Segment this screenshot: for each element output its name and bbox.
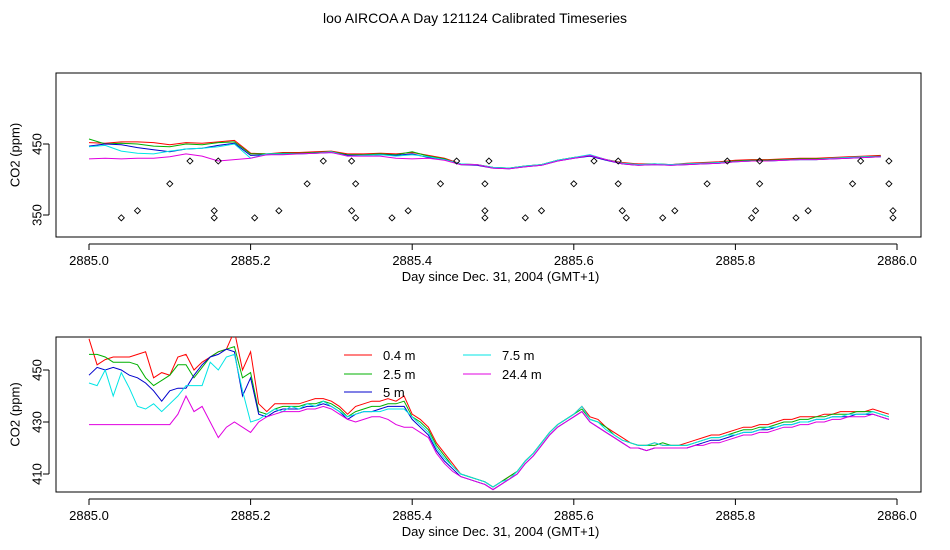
- diagnostic-point: [857, 157, 865, 165]
- diagnostic-point: [848, 180, 857, 188]
- x-tick-label: 2885.0: [69, 508, 109, 523]
- diagnostic-point: [210, 207, 218, 215]
- plot-frame: [55, 336, 922, 493]
- diagnostic-point: [618, 207, 626, 215]
- series-line-0-4-m: [88, 139, 881, 169]
- diagnostic-point: [453, 157, 461, 165]
- x-tick-label: 2885.0: [69, 253, 109, 268]
- x-tick-label: 2885.6: [554, 508, 594, 523]
- diagnostic-point: [214, 157, 222, 165]
- diagnostic-point: [751, 207, 760, 215]
- diagnostic-point: [889, 214, 897, 222]
- x-tick-label: 2885.6: [554, 253, 594, 268]
- legend-label: 0.4 m: [383, 348, 416, 363]
- diagnostic-point: [747, 214, 756, 222]
- diagnostic-point: [347, 207, 356, 215]
- diagnostic-point: [590, 157, 598, 165]
- chart-panel-top: 2885.0 2885.2 2885.4 2885.6 2885.8 2886.0 Day …: [7, 72, 922, 284]
- y-tick-label: 450: [29, 359, 44, 381]
- diagnostic-point: [659, 214, 667, 222]
- series-line-2-5-m: [88, 138, 881, 169]
- diagnostic-point: [622, 214, 630, 222]
- diagnostic-point: [481, 214, 489, 222]
- diagnostic-point: [319, 157, 327, 165]
- legend-label: 24.4 m: [502, 367, 542, 382]
- y-tick-label: 450: [29, 133, 44, 155]
- x-tick-label: 2885.4: [392, 253, 432, 268]
- diagnostic-point: [210, 214, 218, 222]
- diagnostic-point: [756, 180, 764, 188]
- diagnostic-point: [885, 157, 893, 165]
- diagnostic-point: [275, 207, 283, 215]
- diagnostic-point: [481, 180, 489, 188]
- diagnostic-point: [723, 157, 731, 165]
- x-tick-label: 2885.2: [231, 508, 271, 523]
- series-line-7-5-m: [88, 353, 890, 488]
- legend-label: 5 m: [383, 385, 405, 400]
- chart-panel-bottom: 2885.0 2885.2 2885.4 2885.6 2885.8 2886.0 Day …: [7, 336, 922, 539]
- plot-frame: [55, 72, 922, 238]
- diagnostic-point: [792, 214, 800, 222]
- diagnostic-point: [251, 214, 259, 222]
- series-line-5-m: [88, 142, 881, 170]
- diagnostic-point: [614, 180, 622, 188]
- diagnostic-point: [481, 207, 489, 215]
- y-tick-label: 350: [29, 204, 44, 226]
- series-line-7-5-m: [88, 143, 881, 169]
- y-axis-label: CO2 (ppm): [7, 382, 22, 446]
- diagnostic-point: [166, 180, 174, 188]
- diagnostic-point: [133, 207, 142, 215]
- diagnostic-point: [570, 180, 578, 188]
- legend-label: 7.5 m: [502, 348, 535, 363]
- diagnostic-point: [885, 180, 893, 188]
- diagnostic-point: [436, 180, 445, 188]
- plot-area: [88, 337, 890, 491]
- diagnostic-point: [352, 180, 360, 188]
- x-tick-label: 2886.0: [877, 253, 917, 268]
- plot-area: [88, 138, 897, 222]
- x-axis-label: Day since Dec. 31, 2004 (GMT+1): [402, 524, 600, 539]
- diagnostic-point: [614, 157, 622, 165]
- diagnostic-point: [404, 207, 412, 215]
- series-line-2-5-m: [89, 345, 890, 488]
- diagnostic-point: [671, 207, 679, 215]
- x-tick-label: 2885.8: [716, 508, 756, 523]
- chart-title: loo AIRCOA A Day 121124 Calibrated Times…: [322, 10, 627, 26]
- series-line-24-4-m: [89, 394, 890, 491]
- legend: 0.4 m 2.5 m 5 m 7.5 m 24.4 m: [344, 348, 542, 400]
- diagnostic-point: [703, 180, 711, 188]
- x-tick-label: 2885.4: [392, 508, 432, 523]
- x-tick-label: 2885.2: [231, 253, 271, 268]
- x-tick-label: 2885.8: [716, 253, 756, 268]
- diagnostic-point: [303, 180, 311, 188]
- y-tick-label: 410: [29, 463, 44, 485]
- diagnostic-point: [485, 157, 493, 165]
- diagnostic-point: [347, 157, 356, 165]
- diagnostic-point: [186, 157, 194, 165]
- diagnostic-point: [537, 207, 546, 215]
- diagnostic-point: [804, 207, 812, 215]
- series-line-0-4-m: [88, 337, 890, 488]
- diagnostic-point: [756, 157, 764, 165]
- diagnostic-point: [889, 207, 897, 215]
- x-tick-label: 2886.0: [877, 508, 917, 523]
- y-axis-label: CO2 (ppm): [7, 123, 22, 187]
- diagnostic-point: [521, 214, 529, 222]
- diagnostic-point: [117, 214, 125, 222]
- legend-label: 2.5 m: [383, 367, 416, 382]
- diagnostic-point: [352, 214, 360, 222]
- diagnostic-point: [388, 214, 396, 222]
- y-tick-label: 430: [29, 411, 44, 433]
- x-axis-label: Day since Dec. 31, 2004 (GMT+1): [402, 269, 600, 284]
